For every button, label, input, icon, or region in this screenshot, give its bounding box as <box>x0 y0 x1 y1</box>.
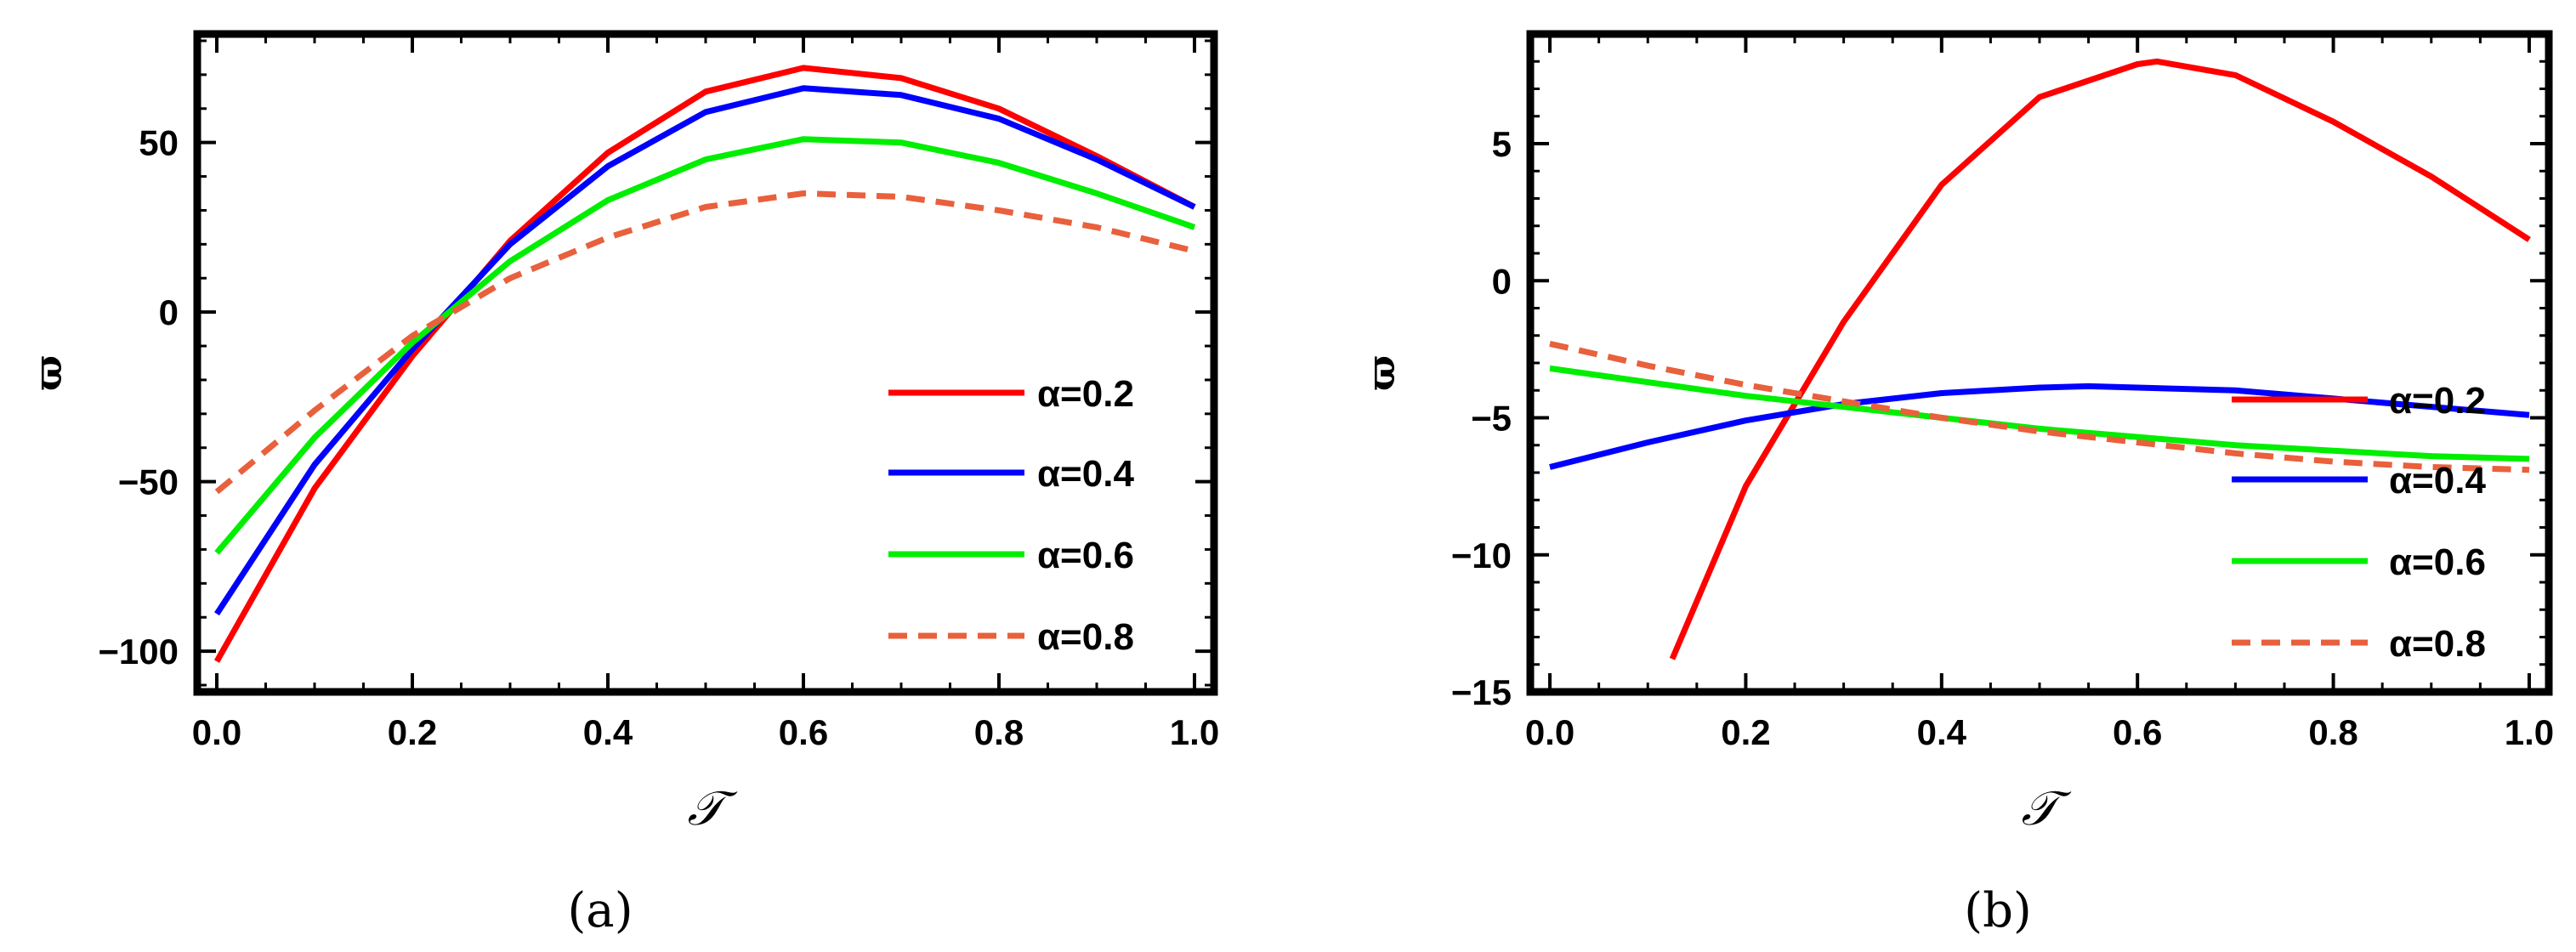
series-line-2 <box>214 136 1196 555</box>
chart-caption: (a) <box>567 883 633 938</box>
x-tick-label: 0.2 <box>1721 712 1770 752</box>
y-tick-label: −100 <box>98 632 179 672</box>
y-axis-label: ϖ <box>1360 355 1404 391</box>
plot-frame <box>193 30 1218 696</box>
series-line-3 <box>1549 340 2530 473</box>
x-tick-label: 0.8 <box>2308 712 2358 752</box>
x-tick-label: 0.8 <box>974 712 1024 752</box>
x-tick-label: 0.4 <box>1917 712 1967 752</box>
legend-label-1: α=0.4 <box>1037 453 1134 495</box>
y-tick-label: 5 <box>1492 124 1512 164</box>
x-tick-label: 0.0 <box>192 712 241 752</box>
x-tick-label: 0.6 <box>779 712 828 752</box>
x-axis-label: 𝒯 <box>688 781 738 836</box>
chart-caption: (b) <box>1964 883 2032 938</box>
legend-label-0: α=0.2 <box>1037 373 1134 415</box>
y-tick-label: −5 <box>1471 399 1512 439</box>
legend-label-0: α=0.2 <box>2389 380 2486 422</box>
y-tick-label: 0 <box>1492 261 1512 301</box>
x-tick-label: 1.0 <box>2505 712 2554 752</box>
y-tick-label: 50 <box>139 123 179 163</box>
x-tick-label: 1.0 <box>1170 712 1219 752</box>
legend-label-1: α=0.4 <box>2389 460 2486 502</box>
x-tick-label: 0.6 <box>2113 712 2162 752</box>
y-tick-label: 0 <box>159 292 179 332</box>
legend-label-3: α=0.8 <box>2389 623 2486 665</box>
legend-label-2: α=0.6 <box>1037 535 1134 576</box>
chart-a: 0.0 0.2 0.4 0.6 0.8 1.0 50 0 −50 −100 α=0.2 α=0.4 α=… <box>27 30 1219 938</box>
x-axis-label: 𝒯 <box>2022 781 2072 836</box>
series-line-2 <box>1549 365 2530 462</box>
plot-frame <box>1526 30 2553 696</box>
legend-label-3: α=0.8 <box>1037 616 1134 658</box>
series-line-0 <box>213 65 1196 663</box>
chart-b: 0.0 0.2 0.4 0.6 0.8 1.0 5 0 −5 −10 −15 α=0.2 α=0.4 α=… <box>1360 30 2554 938</box>
y-tick-label: −10 <box>1451 536 1512 575</box>
y-tick-label: −50 <box>118 462 179 502</box>
y-axis-label: ϖ <box>27 355 71 391</box>
x-tick-label: 0.0 <box>1525 712 1575 752</box>
series-line-3 <box>214 190 1195 495</box>
legend-label-2: α=0.6 <box>2389 541 2486 583</box>
series-line-1 <box>214 85 1196 616</box>
x-tick-label: 0.4 <box>583 712 633 752</box>
y-tick-label: −15 <box>1451 672 1512 712</box>
series-line-0 <box>1669 58 2531 660</box>
x-tick-label: 0.2 <box>388 712 437 752</box>
